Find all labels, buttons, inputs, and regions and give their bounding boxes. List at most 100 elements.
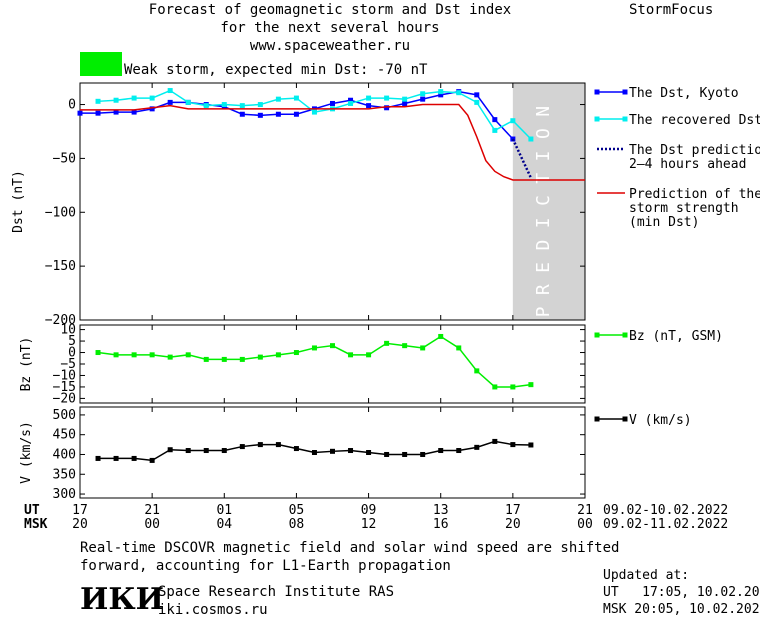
msk-range: 09.02-11.02.2022 — [603, 517, 729, 532]
data-point — [293, 111, 299, 117]
data-point — [402, 96, 408, 102]
legend-v-label: V (km/s) — [629, 413, 692, 428]
data-point — [438, 89, 444, 95]
data-point — [348, 100, 354, 106]
legend-dst-kyoto-label: The Dst, Kyoto — [629, 86, 739, 101]
legend-dst-prediction-label: The Dst prediction — [629, 143, 760, 158]
time-tick-label: 09 — [360, 503, 377, 518]
time-tick-label: 20 — [505, 517, 521, 532]
data-point — [510, 384, 516, 390]
y-tick-label: 0 — [68, 346, 76, 361]
data-point — [113, 97, 119, 103]
y-tick-label: −200 — [45, 313, 76, 328]
data-point — [348, 448, 354, 454]
data-point — [366, 103, 372, 109]
data-point — [149, 457, 155, 463]
y-tick-label: 0 — [68, 98, 76, 113]
data-point — [257, 102, 263, 108]
data-point — [131, 455, 137, 461]
v-panel: 500 450 400 350 300 V (km/s) — [19, 406, 586, 502]
time-tick-label: 17 — [72, 503, 88, 518]
data-point — [384, 95, 390, 101]
institute-name: Space Research Institute RAS — [158, 584, 395, 600]
prediction-letter: C — [533, 195, 554, 206]
data-point — [95, 98, 101, 104]
data-point — [474, 92, 480, 98]
data-point — [420, 91, 426, 97]
data-point — [221, 356, 227, 362]
series-line — [97, 89, 532, 140]
prediction-letter: P — [533, 306, 554, 317]
data-point — [167, 354, 173, 360]
data-point — [239, 444, 245, 450]
data-point — [95, 350, 101, 356]
data-point — [330, 448, 335, 454]
series-line — [511, 138, 533, 179]
updated-msk: MSK 20:05, 10.02.2022 — [603, 602, 760, 617]
data-point — [384, 451, 390, 457]
data-point — [510, 442, 516, 448]
data-point — [239, 356, 245, 362]
data-point — [293, 95, 299, 101]
data-point — [474, 99, 480, 105]
time-tick-label: 13 — [432, 503, 449, 518]
data-point — [221, 102, 227, 108]
data-point — [239, 103, 245, 109]
data-point — [474, 368, 480, 374]
data-point — [185, 352, 191, 358]
data-point — [167, 447, 173, 453]
prediction-band — [512, 83, 585, 320]
prediction-letter: I — [533, 217, 554, 228]
data-point — [239, 111, 245, 117]
time-tick-label: 16 — [432, 517, 449, 532]
data-point — [348, 352, 354, 358]
data-point — [528, 442, 534, 448]
data-point — [438, 333, 444, 339]
storm-color-swatch — [80, 52, 122, 76]
time-tick-label: 00 — [144, 517, 160, 532]
data-point — [330, 343, 335, 349]
updated-ut: UT 17:05, 10.02.2022 — [603, 585, 760, 600]
y-tick-label: −100 — [45, 205, 76, 220]
note-line-2: forward, accounting for L1-Earth propaga… — [80, 558, 451, 574]
data-point — [420, 451, 426, 457]
data-point — [113, 352, 119, 358]
y-tick-label: 350 — [53, 467, 76, 482]
legend-bz-marker — [594, 332, 600, 338]
data-point — [167, 99, 173, 105]
time-tick-label: 05 — [288, 503, 305, 518]
y-tick-label: −20 — [53, 391, 76, 406]
prediction-letter: T — [533, 173, 554, 184]
data-point — [275, 96, 281, 102]
storm-label: Weak storm, expected min Dst: -70 nT — [124, 62, 428, 78]
y-axis-label: Dst (nT) — [11, 170, 26, 233]
prediction-letter: D — [533, 240, 554, 251]
data-point — [492, 117, 498, 123]
data-point — [131, 109, 137, 115]
legend-bz-marker — [622, 332, 628, 338]
prediction-letter: N — [533, 106, 554, 117]
data-point — [492, 127, 498, 133]
y-tick-label: −150 — [45, 259, 76, 274]
updated-label: Updated at: — [603, 568, 690, 583]
site-url[interactable]: www.spaceweather.ru — [249, 38, 411, 54]
data-point — [95, 455, 101, 461]
y-tick-label: −10 — [53, 368, 76, 383]
data-point — [420, 96, 426, 102]
msk-axis-label: MSK — [24, 517, 48, 532]
data-point — [402, 451, 408, 457]
page-title: Forecast of geomagnetic storm and Dst in… — [148, 2, 512, 18]
time-tick-label: 01 — [216, 503, 233, 518]
page-subtitle: for the next several hours — [220, 20, 440, 36]
ut-range: 09.02-10.02.2022 — [603, 503, 729, 518]
data-point — [293, 446, 299, 452]
y-tick-label: 5 — [68, 334, 76, 349]
data-point — [149, 106, 155, 112]
y-axis-label: Bz (nT) — [19, 337, 34, 392]
series-line — [97, 335, 531, 388]
data-point — [348, 97, 354, 103]
institute-site[interactable]: iki.cosmos.ru — [158, 602, 268, 618]
y-tick-label: 300 — [53, 487, 76, 502]
data-point — [221, 448, 227, 454]
